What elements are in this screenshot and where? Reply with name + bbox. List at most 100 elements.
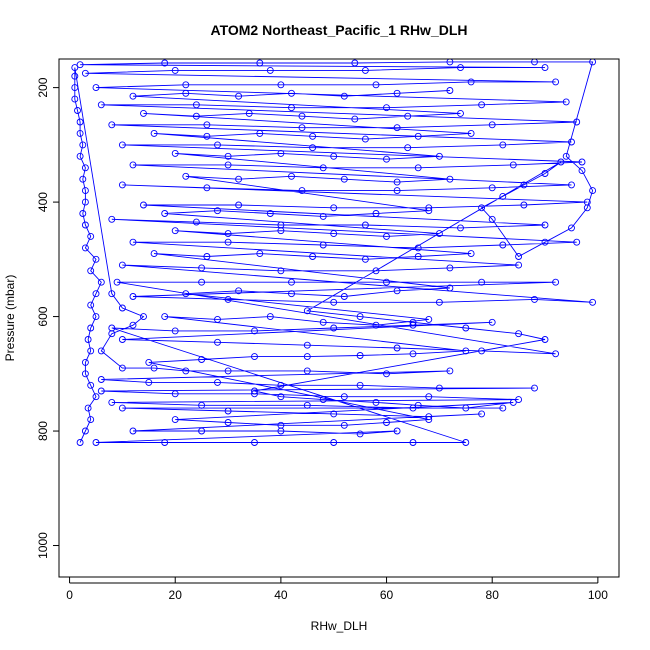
data-point: [462, 324, 470, 332]
data-point: [499, 141, 507, 149]
data-point: [457, 64, 464, 72]
data-point: [467, 129, 475, 137]
data-point: [118, 141, 126, 149]
data-point: [214, 378, 221, 386]
data-point: [509, 398, 517, 406]
data-point: [87, 324, 95, 332]
data-point: [277, 421, 285, 429]
data-point: [361, 135, 369, 143]
data-point: [462, 439, 470, 446]
data-point: [76, 61, 84, 69]
data-point: [340, 92, 348, 100]
data-point: [92, 84, 100, 92]
data-point: [235, 175, 243, 183]
data-point: [224, 419, 232, 426]
data-point: [84, 404, 92, 412]
data-point: [446, 175, 454, 183]
data-point: [457, 224, 464, 232]
data-point: [256, 59, 264, 67]
data-point: [414, 253, 422, 260]
data-point: [92, 290, 100, 298]
data-point: [372, 210, 380, 217]
data-point: [71, 84, 79, 92]
data-point: [509, 161, 517, 169]
data-point: [288, 89, 295, 97]
data-point: [393, 124, 401, 132]
data-point: [298, 187, 306, 195]
data-point: [303, 353, 311, 361]
data-point: [288, 278, 295, 286]
data-point: [446, 87, 454, 94]
data-point: [198, 356, 206, 363]
data-point: [515, 261, 523, 269]
data-point: [478, 347, 486, 355]
x-axis-label: RHw_DLH: [311, 619, 368, 633]
data-point: [393, 287, 401, 295]
data-point: [87, 267, 95, 275]
data-point: [203, 121, 211, 129]
data-point: [478, 101, 486, 109]
data-point: [92, 393, 100, 401]
data-point: [171, 227, 179, 235]
data-point: [277, 149, 285, 157]
data-point: [404, 144, 412, 152]
data-point: [76, 118, 84, 126]
data-point: [118, 336, 126, 343]
series-points: [71, 58, 597, 446]
data-point: [541, 221, 549, 229]
data-point: [71, 72, 79, 80]
data-point: [568, 181, 575, 189]
data-point: [214, 315, 221, 323]
data-point: [203, 184, 211, 192]
data-point: [214, 141, 221, 149]
data-point: [425, 413, 433, 421]
data-point: [118, 404, 126, 412]
data-point: [303, 367, 311, 375]
data-point: [568, 224, 575, 232]
y-tick-label: 400: [36, 192, 50, 212]
data-point: [531, 295, 538, 303]
data-point: [356, 352, 364, 359]
data-point: [425, 207, 433, 215]
series-lines: [74, 61, 594, 443]
data-point: [467, 78, 475, 86]
data-point: [515, 253, 523, 260]
data-point: [277, 81, 285, 89]
y-tick-label: 600: [36, 306, 50, 326]
data-point: [277, 267, 285, 275]
data-point: [256, 129, 264, 137]
data-point: [425, 315, 433, 323]
data-point: [235, 201, 243, 209]
data-point: [198, 427, 206, 435]
data-point: [87, 416, 95, 424]
x-tick-label: 20: [169, 588, 183, 602]
x-tick-label: 0: [66, 588, 73, 602]
data-point: [568, 138, 575, 146]
data-point: [361, 255, 369, 263]
data-point: [97, 101, 105, 109]
data-point: [409, 404, 417, 412]
data-point: [488, 318, 496, 326]
data-point: [171, 66, 179, 74]
series-line: [74, 61, 594, 443]
data-point: [145, 378, 153, 386]
data-point: [393, 344, 401, 352]
data-point: [531, 384, 538, 392]
data-point: [150, 250, 158, 258]
data-point: [129, 238, 137, 246]
chart-title: ATOM2 Northeast_Pacific_1 RHw_DLH: [211, 22, 468, 38]
data-point: [224, 295, 232, 303]
data-point: [277, 381, 285, 389]
data-point: [76, 152, 84, 160]
y-tick-label: 200: [36, 77, 50, 97]
data-point: [446, 284, 454, 292]
data-point: [309, 132, 317, 140]
data-point: [171, 390, 179, 398]
data-point: [435, 384, 443, 392]
data-point: [251, 327, 258, 335]
data-point: [192, 218, 200, 226]
data-point: [224, 161, 232, 169]
data-point: [383, 155, 390, 163]
data-point: [214, 207, 221, 215]
